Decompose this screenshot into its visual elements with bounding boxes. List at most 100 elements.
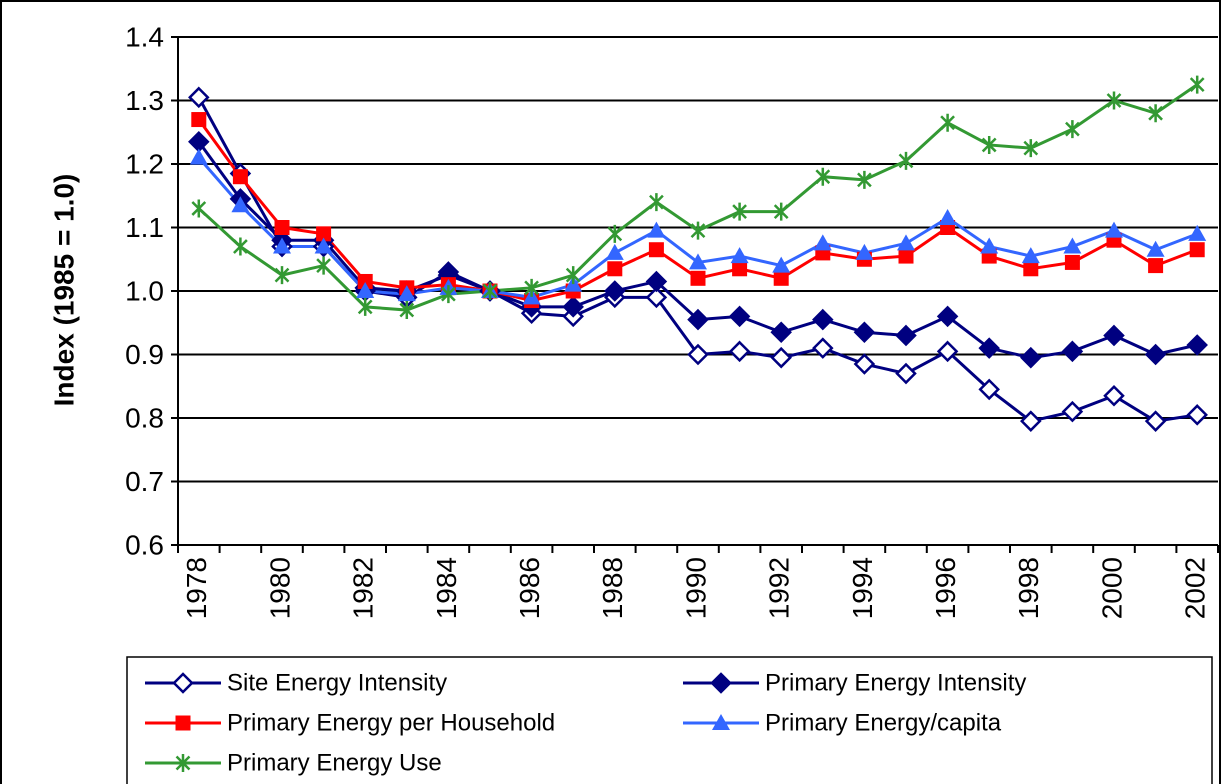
legend-label: Primary Energy Intensity [765,669,1026,696]
x-tick-label: 1990 [680,557,711,619]
marker [773,270,789,286]
marker [649,193,664,212]
marker [687,308,709,331]
marker [855,243,874,260]
marker [191,112,207,128]
marker [175,754,191,772]
marker [172,672,194,694]
marker [645,270,668,293]
marker [647,221,666,238]
x-tick-label: 1980 [264,557,295,619]
y-tick-label: 0.8 [125,402,164,433]
marker [191,199,207,218]
x-tick-label: 1992 [764,557,795,619]
marker [728,305,751,328]
marker [188,86,210,109]
marker [936,305,959,328]
marker [565,266,581,285]
y-tick-label: 1.3 [125,85,164,116]
marker [687,343,709,366]
marker [1064,254,1080,270]
marker [770,321,792,344]
marker [1061,340,1084,363]
marker [812,337,834,359]
marker [730,247,749,264]
legend-label: Primary Energy per Household [227,709,555,736]
marker [274,220,290,235]
marker [1021,247,1040,264]
marker [314,237,333,254]
marker [853,321,876,344]
marker [1020,346,1042,369]
marker [732,261,748,277]
marker [710,672,732,694]
x-tick-label: 1978 [181,557,212,619]
marker [189,148,208,165]
marker [1146,240,1165,257]
marker [231,196,250,213]
marker [936,340,959,363]
marker [772,256,791,273]
marker [232,169,248,185]
marker [357,297,373,316]
marker [898,151,914,170]
marker [1106,91,1122,110]
marker [357,273,373,289]
x-tick-label: 1982 [348,557,379,619]
marker [605,243,624,260]
y-tick-label: 1.4 [125,21,164,52]
marker [690,221,706,240]
marker [607,224,623,243]
marker [273,237,291,254]
marker [690,270,706,286]
y-tick-label: 0.9 [125,339,164,370]
marker [274,266,290,285]
marker [773,202,789,221]
marker [1105,221,1123,238]
x-tick-label: 1996 [930,557,961,619]
marker [981,135,997,154]
legend-label: Primary Energy/capita [765,709,1002,736]
marker [607,261,623,277]
x-tick-label: 1986 [514,557,545,619]
marker [1188,224,1207,241]
marker [980,237,999,254]
marker [1189,75,1205,94]
marker [857,170,872,189]
marker [1186,334,1208,356]
marker [895,362,917,385]
marker [689,253,707,270]
x-tick-label: 2000 [1096,557,1127,619]
x-tick-label: 2002 [1180,557,1211,619]
y-tick-label: 1.0 [125,275,164,306]
legend-label: Primary Energy Use [227,749,442,776]
marker [524,278,539,297]
marker [1186,404,1208,426]
marker [1144,343,1167,366]
marker [1020,410,1042,432]
legend-box [126,656,1213,784]
marker [562,296,584,318]
marker [895,324,917,347]
marker [1103,385,1125,407]
marker [397,285,416,302]
y-tick-label: 1.2 [125,148,164,179]
marker [853,353,876,375]
marker [1144,410,1167,432]
marker [356,282,375,298]
marker [399,301,415,320]
marker [1103,324,1125,347]
y-axis-label: Index (1985 = 1.0) [48,174,79,407]
x-tick-label: 1994 [847,557,878,619]
marker [316,256,331,275]
marker [940,113,955,132]
marker [1061,400,1084,423]
marker [1189,242,1205,258]
x-tick-label: 1984 [431,557,462,619]
marker [938,208,957,225]
marker [978,337,1000,359]
marker [812,308,834,331]
marker [233,237,248,256]
legend-label: Site Energy Intensity [227,669,447,696]
